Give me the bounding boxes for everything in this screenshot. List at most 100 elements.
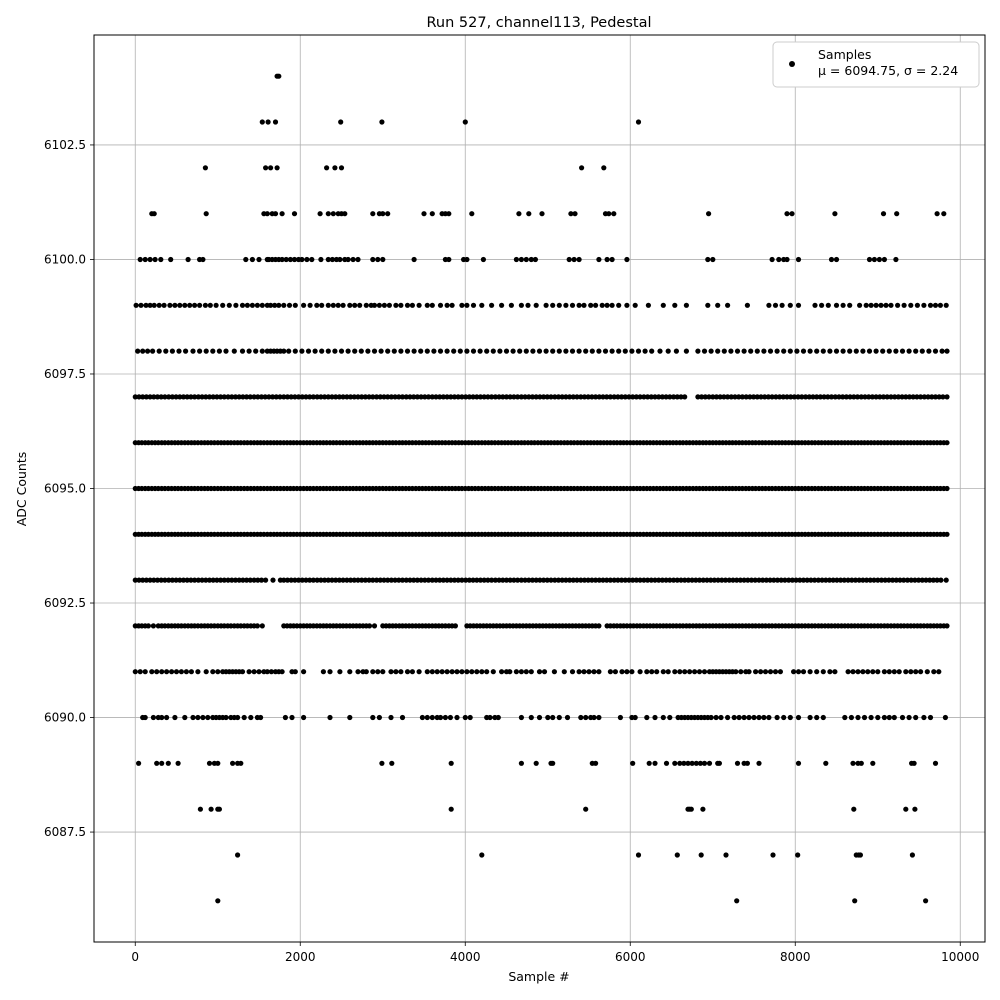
data-point	[215, 669, 221, 675]
data-point	[728, 394, 734, 400]
data-point	[518, 760, 525, 766]
data-point	[272, 302, 278, 308]
data-point	[380, 669, 386, 675]
data-point	[578, 577, 584, 583]
data-point	[151, 302, 157, 308]
data-point	[371, 302, 378, 308]
data-point	[318, 394, 324, 400]
data-point	[663, 760, 670, 766]
data-point	[725, 714, 731, 721]
data-point	[496, 577, 502, 583]
data-point	[210, 577, 216, 583]
data-point	[299, 348, 305, 354]
data-point	[814, 348, 820, 354]
data-point	[784, 256, 790, 263]
data-point	[927, 714, 934, 721]
data-point	[159, 669, 165, 675]
data-point	[276, 302, 282, 308]
data-point	[437, 348, 444, 354]
data-point	[896, 669, 902, 675]
data-point	[449, 302, 455, 308]
data-point	[607, 394, 614, 400]
data-point	[552, 577, 558, 583]
data-point	[899, 348, 906, 354]
data-point	[732, 394, 738, 400]
data-point	[183, 669, 189, 675]
data-point	[442, 714, 448, 721]
data-point	[906, 714, 912, 721]
data-point	[392, 577, 398, 583]
data-point	[499, 302, 505, 308]
data-point	[692, 669, 698, 675]
data-point	[893, 256, 899, 263]
data-point	[784, 394, 790, 400]
data-point	[499, 669, 505, 675]
data-point	[632, 302, 638, 308]
data-point	[776, 256, 782, 263]
data-point	[310, 394, 316, 400]
data-point	[154, 394, 161, 400]
data-point	[503, 577, 510, 583]
data-point	[832, 394, 838, 400]
data-point	[833, 348, 840, 354]
data-point	[706, 394, 712, 400]
data-point	[276, 73, 282, 79]
data-point	[292, 394, 298, 400]
legend-stats-label: μ = 6094.75, σ = 2.24	[818, 63, 958, 78]
data-point	[288, 394, 294, 400]
data-point	[784, 211, 790, 217]
data-point	[635, 348, 642, 354]
data-point	[908, 577, 914, 583]
data-point	[656, 577, 662, 583]
data-point	[726, 577, 732, 583]
data-point	[774, 348, 780, 354]
data-point	[221, 394, 227, 400]
data-point	[268, 302, 274, 308]
data-point	[752, 577, 758, 583]
data-point	[604, 256, 610, 263]
data-point	[589, 348, 595, 354]
data-point	[789, 211, 795, 217]
data-point	[622, 348, 628, 354]
data-point	[806, 394, 812, 400]
data-point	[766, 302, 772, 308]
data-point	[563, 394, 569, 400]
data-point	[708, 348, 714, 354]
data-point	[259, 119, 265, 125]
data-point	[291, 256, 298, 263]
data-point	[451, 394, 458, 400]
data-point	[710, 256, 716, 263]
data-point	[593, 302, 599, 308]
data-point	[906, 394, 913, 400]
data-point	[674, 852, 680, 858]
data-point	[347, 669, 353, 675]
data-point	[172, 714, 178, 721]
data-point	[205, 714, 211, 721]
data-point	[522, 394, 528, 400]
data-point	[381, 394, 387, 400]
data-point	[545, 714, 551, 721]
data-point	[706, 211, 712, 217]
data-point	[235, 714, 241, 721]
data-point	[335, 302, 341, 308]
data-point	[906, 348, 912, 354]
data-point	[528, 669, 534, 675]
data-point	[251, 394, 257, 400]
data-point	[641, 394, 647, 400]
data-point	[165, 760, 171, 766]
data-point	[330, 302, 336, 308]
data-point	[370, 256, 376, 263]
data-point	[429, 211, 435, 217]
data-point	[541, 669, 548, 675]
data-point	[572, 211, 578, 217]
data-point	[821, 394, 827, 400]
data-point	[409, 669, 415, 675]
data-point	[168, 256, 174, 263]
data-point	[299, 577, 305, 583]
data-point	[448, 577, 454, 583]
data-point	[921, 394, 928, 400]
data-point	[403, 394, 409, 400]
data-point	[481, 577, 487, 583]
data-point	[314, 394, 320, 400]
data-point	[216, 806, 222, 812]
